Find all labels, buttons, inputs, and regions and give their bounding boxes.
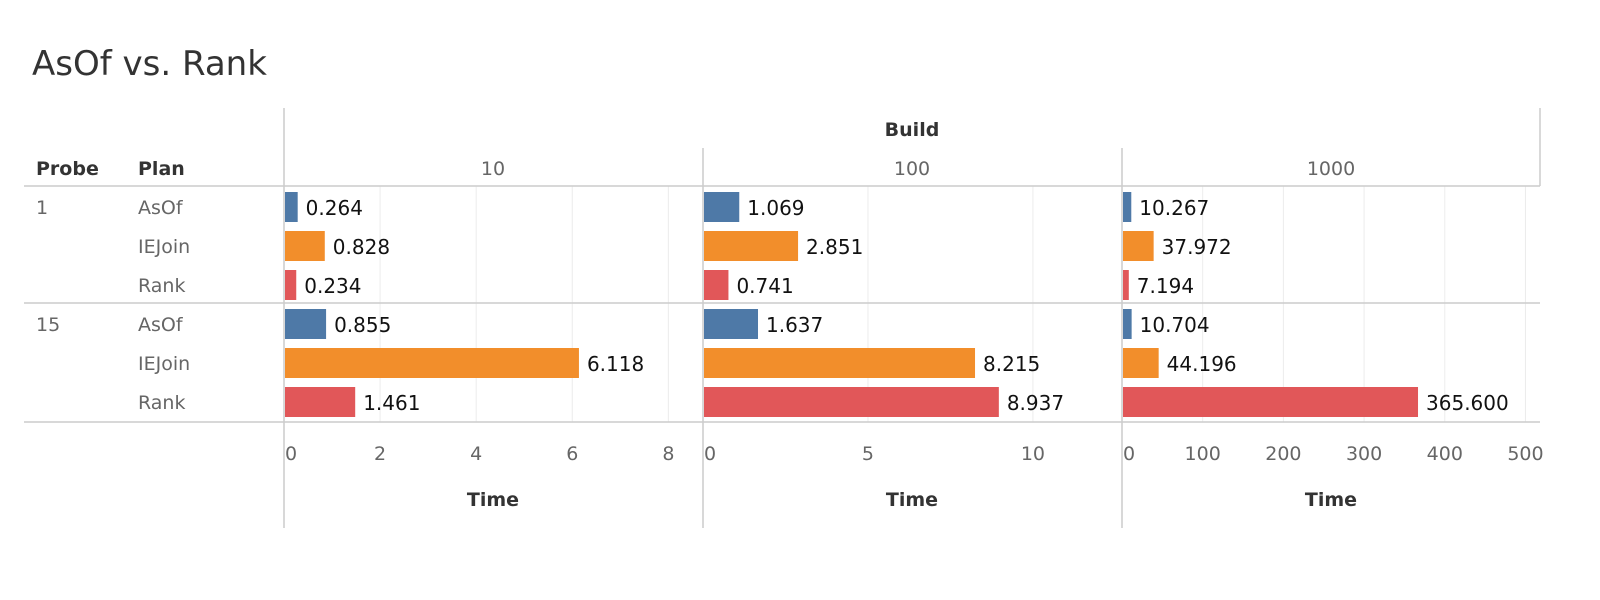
data-label: 1.461 (363, 391, 420, 415)
tick-label: 4 (470, 443, 482, 465)
data-label: 365.600 (1426, 391, 1509, 415)
bar (704, 270, 729, 300)
plan-label: AsOf (138, 314, 184, 336)
build-header: 100 (894, 158, 930, 180)
bar (285, 387, 356, 417)
data-label: 44.196 (1167, 352, 1237, 376)
bar (1123, 309, 1132, 339)
bar (1123, 192, 1132, 222)
bar (285, 192, 298, 222)
tick-label: 300 (1346, 443, 1382, 465)
data-label: 7.194 (1137, 274, 1194, 298)
data-label: 1.069 (747, 196, 804, 220)
bar (1123, 348, 1159, 378)
bar (285, 270, 297, 300)
row-header-plan: Plan (138, 158, 185, 180)
x-axis-label: Time (467, 489, 519, 511)
data-label: 0.741 (736, 274, 793, 298)
column-header: Build (885, 119, 940, 141)
plan-label: AsOf (138, 197, 184, 219)
data-label: 6.118 (587, 352, 644, 376)
bar (285, 309, 327, 339)
data-label: 0.234 (304, 274, 361, 298)
data-label: 1.637 (766, 313, 823, 337)
plan-label: IEJoin (138, 353, 190, 375)
data-label: 8.215 (983, 352, 1040, 376)
probe-label: 1 (36, 197, 48, 219)
plan-label: Rank (138, 392, 185, 414)
bar (704, 192, 740, 222)
data-label: 8.937 (1007, 391, 1064, 415)
plan-label: Rank (138, 275, 185, 297)
tick-label: 0 (285, 443, 297, 465)
bar (704, 387, 999, 417)
data-label: 37.972 (1162, 235, 1232, 259)
tick-label: 6 (566, 443, 578, 465)
data-label: 0.264 (306, 196, 363, 220)
probe-label: 15 (36, 314, 60, 336)
x-axis-label: Time (1305, 489, 1357, 511)
x-axis-label: Time (886, 489, 938, 511)
row-header-probe: Probe (36, 158, 99, 180)
tick-label: 0 (1123, 443, 1135, 465)
tick-label: 5 (862, 443, 874, 465)
tick-label: 200 (1265, 443, 1301, 465)
data-label: 10.267 (1139, 196, 1209, 220)
bar (704, 309, 759, 339)
data-label: 0.855 (334, 313, 391, 337)
bar (704, 348, 976, 378)
bar (1123, 231, 1154, 261)
bar (704, 231, 799, 261)
data-label: 0.828 (333, 235, 390, 259)
tick-label: 8 (662, 443, 674, 465)
build-header: 1000 (1307, 158, 1355, 180)
bar (1123, 270, 1129, 300)
plan-label: IEJoin (138, 236, 190, 258)
tick-label: 500 (1507, 443, 1543, 465)
bar (1123, 387, 1419, 417)
build-header: 10 (481, 158, 505, 180)
tick-label: 10 (1021, 443, 1045, 465)
tick-label: 0 (704, 443, 716, 465)
data-label: 2.851 (806, 235, 863, 259)
data-label: 10.704 (1140, 313, 1210, 337)
bar (285, 231, 325, 261)
tick-label: 2 (374, 443, 386, 465)
bar (285, 348, 579, 378)
tick-label: 100 (1185, 443, 1221, 465)
chart-title: AsOf vs. Rank (32, 44, 267, 84)
tick-label: 400 (1427, 443, 1463, 465)
